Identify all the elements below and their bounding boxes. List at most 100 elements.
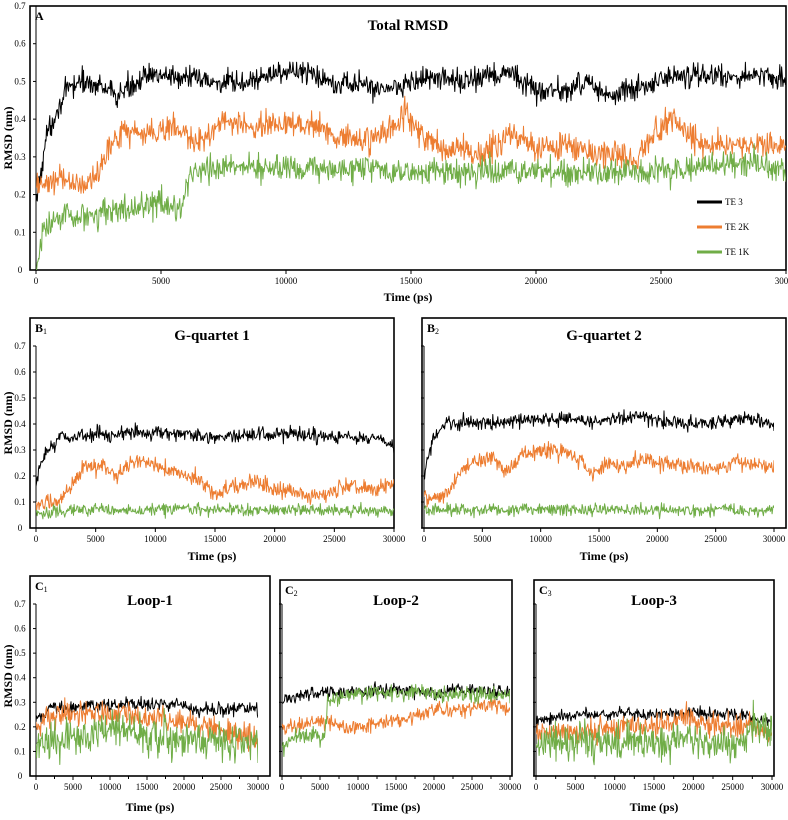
x-tick-label: 15000 — [204, 534, 227, 544]
panel-title: Loop-2 — [373, 593, 419, 609]
y-tick-label: 0.5 — [14, 393, 26, 403]
y-tick-label: 0.4 — [14, 419, 26, 429]
x-tick-label: 25000 — [650, 276, 673, 286]
y-tick-label: 0.1 — [14, 227, 25, 237]
x-tick-label: 30000 — [763, 534, 786, 544]
legend-label: TE 3 — [725, 197, 743, 207]
y-tick-label: 0.1 — [14, 746, 25, 756]
panel-title: Total RMSD — [368, 18, 449, 34]
y-tick-label: 0 — [18, 523, 23, 533]
panel-title: Loop-3 — [631, 593, 677, 609]
panel-label: A — [35, 9, 44, 23]
x-tick-label: 30000 — [775, 276, 788, 286]
x-tick-label: 10000 — [529, 534, 552, 544]
x-tick-label: 30000 — [383, 534, 406, 544]
y-tick-label: 0.6 — [14, 39, 26, 49]
x-tick-label: 0 — [34, 782, 39, 792]
x-tick-label: 5000 — [566, 782, 585, 792]
series-line-te1k — [36, 501, 394, 520]
y-tick-label: 0.5 — [14, 648, 26, 658]
panel-b1: 0 0.1 0.2 0.3 0.4 0.5 0.6 0.7 0 5000 10000 15000 200… — [1, 317, 406, 563]
series-line-te1k — [536, 699, 772, 766]
panel-label-sub: 1 — [44, 585, 48, 594]
x-tick-label: 5000 — [473, 534, 492, 544]
x-tick-label: 30000 — [247, 782, 270, 792]
series-line-te3 — [282, 681, 510, 704]
legend: TE 3 TE 2K TE 1K — [697, 197, 750, 257]
x-tick-label: 15000 — [643, 782, 666, 792]
legend-label: TE 1K — [725, 247, 750, 257]
x-tick-label: 15000 — [588, 534, 611, 544]
x-tick-label: 25000 — [461, 782, 484, 792]
x-tick-label: 0 — [34, 276, 39, 286]
x-tick-label: 25000 — [704, 534, 727, 544]
panel-label-sub: 2 — [435, 327, 439, 336]
x-tick-label: 15000 — [136, 782, 159, 792]
y-axis-label: RMSD (nm) — [1, 107, 15, 170]
x-tick-label: 20000 — [173, 782, 196, 792]
x-tick-label: 20000 — [646, 534, 669, 544]
x-axis-label: Time (ps) — [126, 800, 175, 814]
panel-c1: 0 0.1 0.2 0.3 0.4 0.5 0.6 0.7 0 5000 10000 15000 200… — [1, 575, 271, 814]
x-axis-label: Time (ps) — [372, 800, 421, 814]
x-axis-label: Time (ps) — [580, 549, 629, 563]
series-line-te1k — [424, 501, 774, 520]
y-tick-label: 0.2 — [14, 722, 25, 732]
series-line-te2k — [424, 441, 774, 508]
series-line-te3 — [424, 409, 774, 480]
y-tick-label: 0.7 — [14, 599, 26, 609]
x-tick-label: 20000 — [263, 534, 286, 544]
x-tick-label: 20000 — [682, 782, 705, 792]
series-line-te2k — [282, 697, 510, 735]
x-tick-label: 5000 — [152, 276, 171, 286]
series-line-te2k — [36, 697, 258, 752]
y-axis-label: RMSD (nm) — [1, 645, 15, 708]
panel-frame — [29, 317, 395, 529]
x-tick-label: 10000 — [144, 534, 167, 544]
x-tick-label: 25000 — [323, 534, 346, 544]
y-tick-label: 0.7 — [14, 341, 26, 351]
y-axis-label: RMSD (nm) — [1, 392, 15, 455]
x-tick-label: 0 — [280, 782, 285, 792]
x-tick-label: 30000 — [761, 782, 784, 792]
x-axis-label: Time (ps) — [188, 549, 237, 563]
series-line-te2k — [36, 95, 786, 196]
panel-label-sub: 3 — [548, 589, 552, 598]
y-tick-label: 0.6 — [14, 624, 26, 634]
panel-label-sub: 2 — [294, 589, 298, 598]
y-tick-label: 0 — [18, 771, 23, 781]
y-tick-label: 0.3 — [14, 445, 26, 455]
y-tick-label: 0.4 — [14, 673, 26, 683]
panel-title: G-quartet 1 — [174, 328, 249, 344]
series-line-te1k — [282, 683, 510, 757]
x-tick-label: 25000 — [721, 782, 744, 792]
x-tick-label: 10000 — [275, 276, 298, 286]
series-line-te3 — [36, 422, 394, 487]
y-tick-label: 0.3 — [14, 152, 26, 162]
series-line-te3 — [36, 695, 258, 723]
panel-label-sub: 1 — [43, 327, 47, 336]
x-axis-label: Time (ps) — [630, 800, 679, 814]
y-tick-label: 0.2 — [14, 190, 25, 200]
series-line-te3 — [36, 61, 786, 203]
x-tick-label: 0 — [534, 782, 539, 792]
x-tick-label: 15000 — [400, 276, 423, 286]
panel-a: 0 0.1 0.2 0.3 0.4 0.5 0.6 0.7 0 5000 10000 15000 200… — [1, 1, 788, 304]
legend-label: TE 2K — [725, 222, 750, 232]
y-tick-label: 0.3 — [14, 697, 26, 707]
y-tick-label: 0.6 — [14, 367, 26, 377]
series-line-te2k — [536, 701, 772, 746]
series-line-te3 — [536, 705, 772, 726]
x-tick-label: 10000 — [603, 782, 626, 792]
x-tick-label: 15000 — [385, 782, 408, 792]
series-line-te1k — [36, 143, 786, 270]
x-tick-label: 20000 — [525, 276, 548, 286]
y-tick-label: 0.1 — [14, 497, 25, 507]
panel-title: G-quartet 2 — [566, 328, 641, 344]
y-tick-label: 0.4 — [14, 114, 26, 124]
x-axis-label: Time (ps) — [384, 290, 433, 304]
x-tick-label: 20000 — [423, 782, 446, 792]
